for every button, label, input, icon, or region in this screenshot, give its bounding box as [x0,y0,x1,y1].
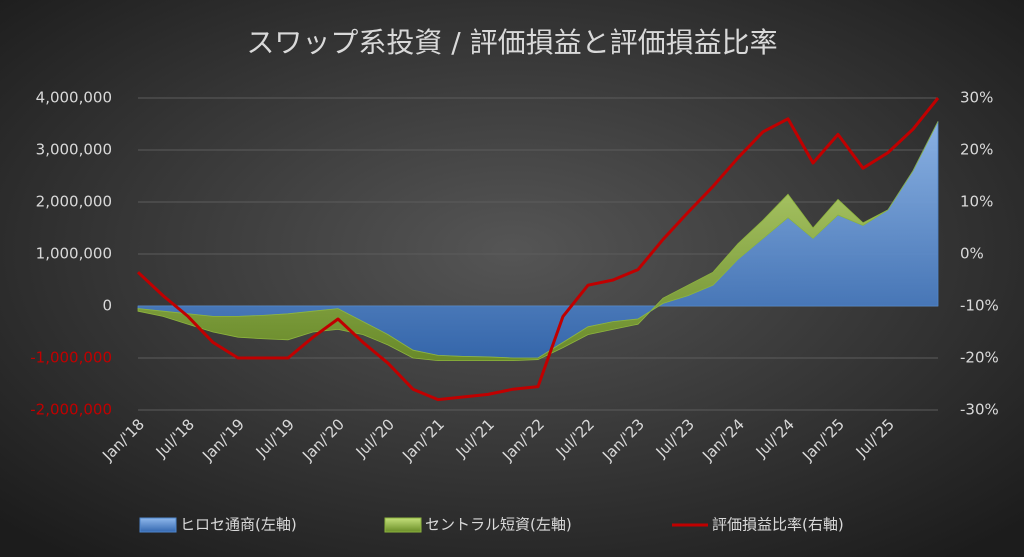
line [136,97,940,402]
y2-tick-label: -20% [960,349,999,367]
legend-label: ヒロセ通商(左軸) [180,516,297,534]
legend-label: 評価損益比率(右軸) [712,516,844,534]
y-tick-label: 4,000,000 [36,89,112,107]
y-tick-label: -2,000,000 [30,401,112,419]
y-tick-label: 2,000,000 [36,193,112,211]
y2-tick-label: 0% [960,245,984,263]
y-tick-label: 3,000,000 [36,141,112,159]
chart-title: スワップ系投資 / 評価損益と評価損益比率 [246,26,777,59]
y2-tick-label: 10% [960,193,993,211]
legend-label: セントラル短資(左軸) [425,516,572,534]
y-tick-label: 0 [102,297,112,315]
y-tick-label: 1,000,000 [36,245,112,263]
y-tick-label: -1,000,000 [30,349,112,367]
y2-tick-label: 30% [960,89,993,107]
legend-swatch [139,517,177,533]
area [137,121,939,361]
y2-tick-label: -10% [960,297,999,315]
y2-tick-label: -30% [960,401,999,419]
y2-tick-label: 20% [960,141,993,159]
legend-swatch [384,517,422,533]
